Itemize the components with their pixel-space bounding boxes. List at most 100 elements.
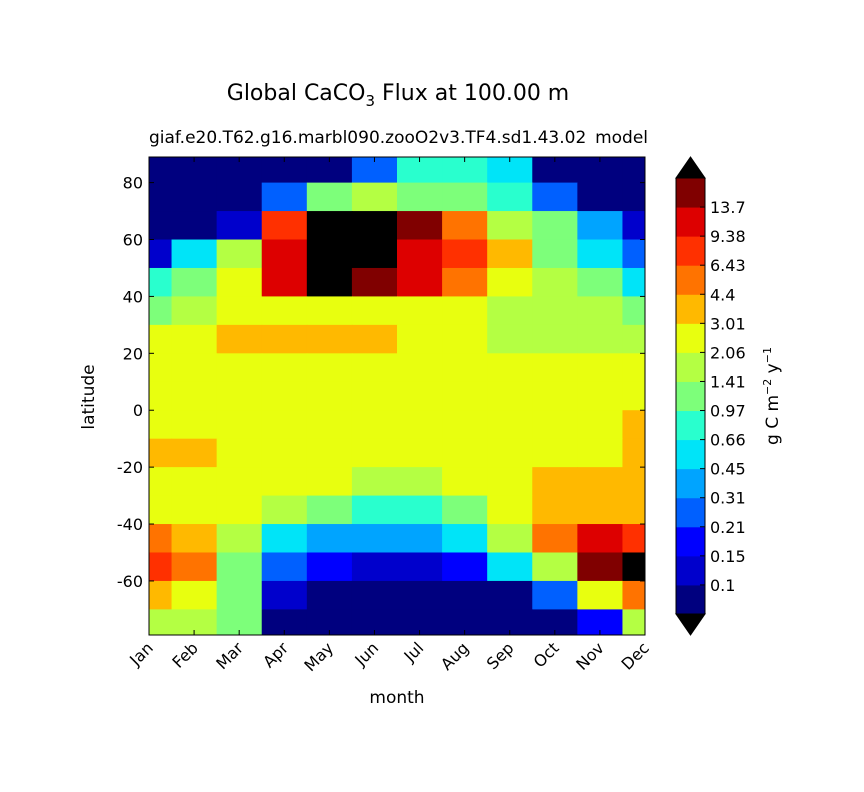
- contour-cell: [577, 467, 624, 497]
- contour-cell: [171, 580, 218, 610]
- contour-cell: [487, 495, 533, 525]
- contour-cell: [261, 495, 308, 525]
- colorbar-tick-label: 0.21: [710, 518, 746, 537]
- contour-cell: [622, 580, 645, 610]
- x-tick-label: Feb: [168, 638, 201, 671]
- contour-cell: [397, 410, 443, 440]
- contour-cell: [351, 239, 398, 269]
- contour-cell: [487, 267, 533, 298]
- contour-cell: [216, 182, 263, 212]
- contour-cell: [487, 410, 533, 440]
- contour-cell: [622, 381, 645, 411]
- contour-cell: [306, 353, 353, 383]
- contour-cell: [306, 296, 353, 326]
- contour-cell: [149, 324, 173, 354]
- contour-cell: [442, 580, 488, 610]
- contour-cell: [351, 267, 398, 298]
- contour-cell: [532, 495, 578, 525]
- contour-cell: [442, 239, 488, 269]
- contour-cell: [216, 552, 263, 582]
- contour-cell: [397, 353, 443, 383]
- contour-cell: [216, 410, 263, 440]
- contour-cell: [216, 211, 263, 241]
- contour-cell: [149, 410, 173, 440]
- contour-cell: [532, 381, 578, 411]
- contour-cell: [397, 182, 443, 212]
- contour-cell: [577, 410, 624, 440]
- colorbar-box: [676, 265, 705, 295]
- subtitle-left: giaf.e20.T62.g16.marbl090.zooO2v3.TF4.sd…: [149, 128, 586, 148]
- contour-cell: [487, 324, 533, 354]
- colorbar-tick-label: 0.15: [710, 547, 746, 566]
- title-subscript: 3: [365, 92, 375, 110]
- x-tick-label: Oct: [530, 638, 563, 671]
- contour-cell: [532, 580, 578, 610]
- contour-cell: [532, 296, 578, 326]
- contour-cell: [216, 267, 263, 298]
- contour-cell: [306, 524, 353, 554]
- contour-cell: [351, 324, 398, 354]
- contour-cell: [487, 381, 533, 411]
- colorbar-box: [676, 439, 705, 470]
- contour-cell: [577, 353, 624, 383]
- colorbar-box: [676, 584, 705, 615]
- contour-cell: [351, 296, 398, 326]
- contour-cell: [171, 381, 218, 411]
- contour-cell: [306, 410, 353, 440]
- contour-cell: [487, 524, 533, 554]
- contour-cell: [532, 267, 578, 298]
- contour-cell: [149, 211, 173, 241]
- contour-cell: [351, 438, 398, 468]
- contour-cell: [622, 211, 645, 241]
- contour-cell: [622, 296, 645, 326]
- contour-cell: [487, 467, 533, 497]
- contour-cell: [397, 211, 443, 241]
- colorbar-box: [676, 410, 705, 441]
- contour-cell: [149, 580, 173, 610]
- x-axis-label: month: [369, 688, 424, 708]
- contour-cell: [171, 552, 218, 582]
- contour-cell: [532, 211, 578, 241]
- contour-cell: [261, 182, 308, 212]
- y-tick-label: -60: [117, 572, 143, 591]
- contour-cell: [149, 467, 173, 497]
- colorbar-box: [676, 381, 705, 412]
- colorbar-box: [676, 555, 705, 586]
- contour-cell: [487, 182, 533, 212]
- contour-cell: [397, 495, 443, 525]
- title-part: Flux at 100.00 m: [375, 81, 569, 106]
- colorbar-box: [676, 178, 705, 208]
- contour-cell: [306, 495, 353, 525]
- contour-cell: [261, 267, 308, 298]
- contour-cell: [442, 438, 488, 468]
- y-tick-label: -20: [117, 458, 143, 477]
- contour-cell: [149, 524, 173, 554]
- contour-cell: [487, 239, 533, 269]
- contour-cell: [216, 580, 263, 610]
- contour-cell: [487, 211, 533, 241]
- contour-cell: [261, 580, 308, 610]
- contour-cell: [306, 438, 353, 468]
- contour-cell: [306, 324, 353, 354]
- contour-cell: [149, 609, 173, 635]
- colorbar-tick-label: 1.41: [710, 372, 746, 391]
- contour-cell: [442, 495, 488, 525]
- contour-cell: [622, 609, 645, 635]
- y-tick-label: 20: [123, 344, 143, 363]
- contour-cell: [532, 467, 578, 497]
- contour-cell: [149, 239, 173, 269]
- contour-cell: [171, 410, 218, 440]
- contour-cell: [622, 157, 645, 184]
- x-tick-label: Jan: [125, 638, 157, 670]
- contour-cell: [306, 552, 353, 582]
- contour-cell: [261, 438, 308, 468]
- contour-cell: [149, 495, 173, 525]
- contour-cell: [577, 381, 624, 411]
- contour-cell: [351, 182, 398, 212]
- contour-cell: [261, 296, 308, 326]
- x-tick-label: Apr: [259, 638, 292, 671]
- contour-cell: [622, 552, 645, 582]
- contour-cell: [397, 296, 443, 326]
- contour-cell: [216, 524, 263, 554]
